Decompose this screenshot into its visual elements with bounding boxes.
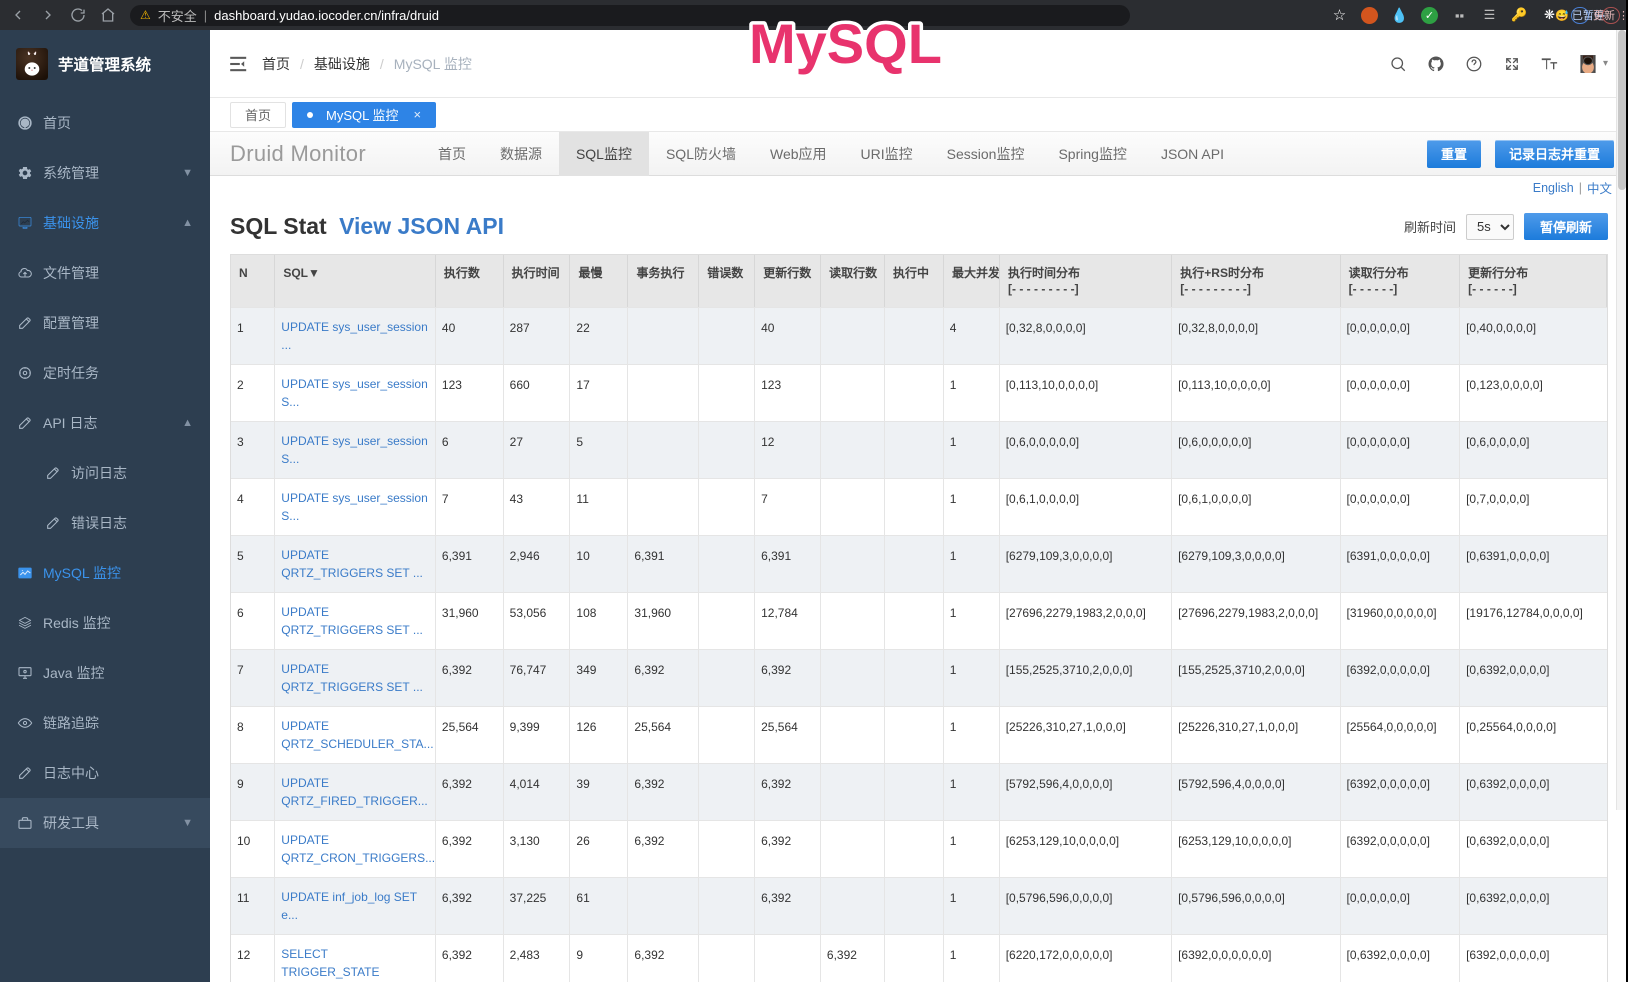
svg-text:MySQL: MySQL [749, 12, 942, 75]
